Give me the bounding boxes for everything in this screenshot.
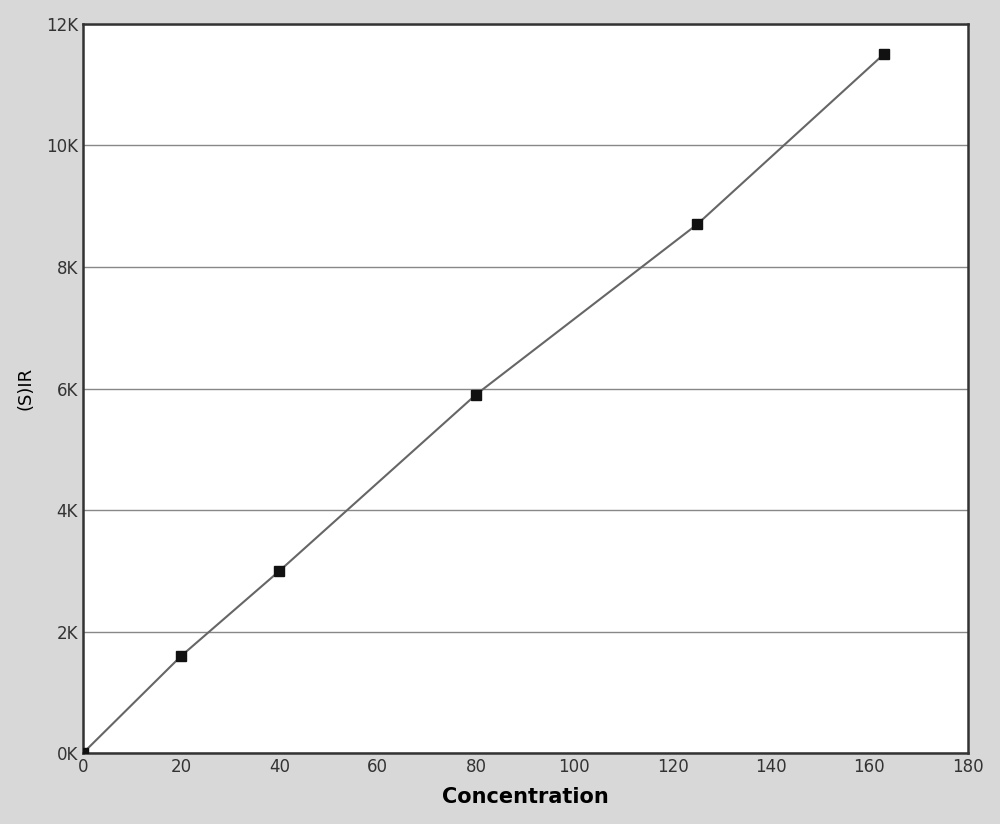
Y-axis label: (S)IR: (S)IR (17, 367, 35, 410)
X-axis label: Concentration: Concentration (442, 788, 609, 808)
